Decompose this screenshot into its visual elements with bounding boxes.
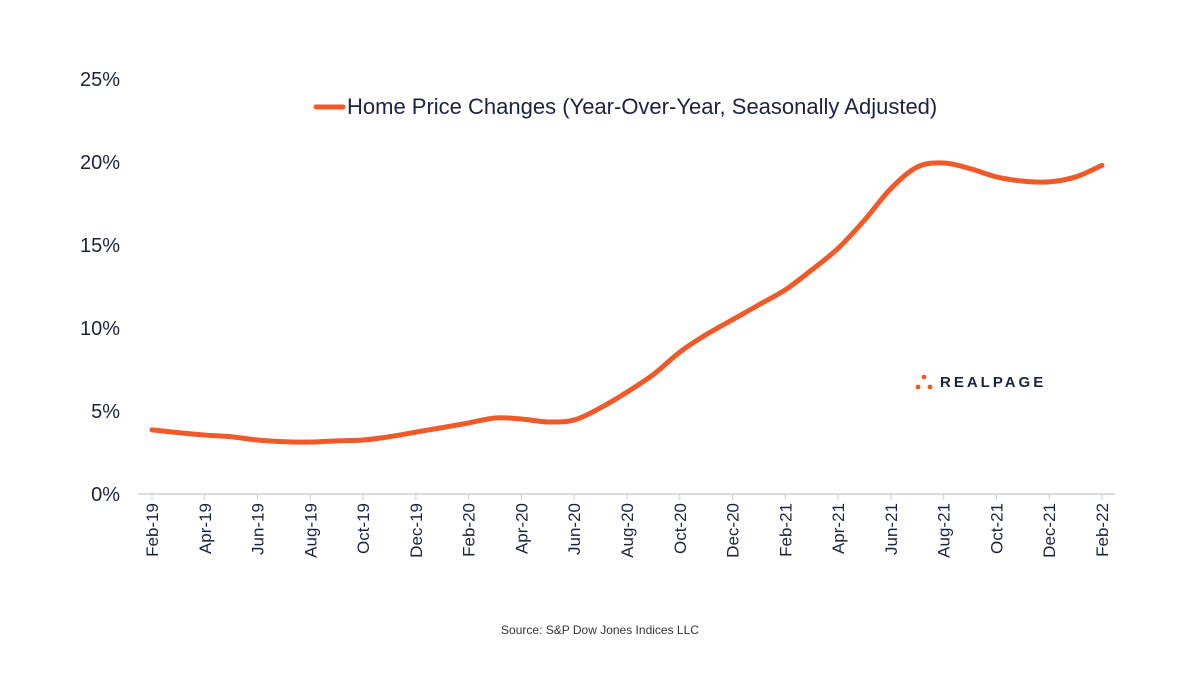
x-tick-label: Feb-22 (1093, 503, 1112, 557)
source-note: Source: S&P Dow Jones Indices LLC (501, 623, 699, 637)
x-tick-label: Apr-19 (196, 503, 215, 554)
x-tick-label: Jun-19 (249, 503, 268, 555)
x-tick-label: Oct-20 (671, 503, 690, 554)
series-line (149, 160, 1105, 445)
logo-text: REALPAGE (940, 373, 1047, 391)
y-tick-label: 20% (80, 152, 120, 174)
x-tick-label: Oct-21 (987, 503, 1006, 554)
y-tick-label: 0% (91, 484, 120, 506)
x-tick-label: Feb-19 (143, 503, 162, 557)
x-tick-label: Apr-21 (829, 503, 848, 554)
x-tick-label: Aug-20 (618, 503, 637, 558)
x-tick-label: Jun-20 (565, 503, 584, 555)
x-tick-label: Apr-20 (512, 503, 531, 554)
y-tick-label: 5% (91, 401, 120, 423)
y-tick-label: 25% (80, 69, 120, 91)
y-tick-label: 15% (80, 235, 120, 257)
x-tick-label: Aug-19 (301, 503, 320, 558)
x-tick-label: Feb-20 (460, 503, 479, 557)
x-tick-label: Aug-21 (935, 503, 954, 558)
logo-dots-icon (915, 374, 933, 390)
y-tick-label: 10% (80, 318, 120, 340)
x-tick-label: Dec-20 (724, 503, 743, 558)
x-tick-label: Dec-21 (1040, 503, 1059, 558)
realpage-logo: REALPAGE (914, 373, 1046, 391)
x-tick-label: Dec-19 (407, 503, 426, 558)
x-tick-label: Jun-21 (882, 503, 901, 555)
x-tick-label: Feb-21 (776, 503, 795, 557)
x-tick-label: Oct-19 (354, 503, 373, 554)
legend-label: Home Price Changes (Year-Over-Year, Seas… (347, 94, 938, 119)
